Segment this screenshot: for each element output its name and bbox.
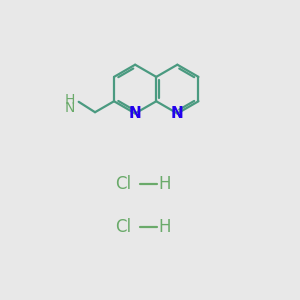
Text: H: H [159,218,171,236]
Text: N: N [65,101,75,116]
Text: H: H [65,93,75,107]
Text: H: H [159,175,171,193]
Text: N: N [171,106,184,121]
Text: Cl: Cl [115,175,131,193]
Text: N: N [129,106,142,121]
Text: Cl: Cl [115,218,131,236]
